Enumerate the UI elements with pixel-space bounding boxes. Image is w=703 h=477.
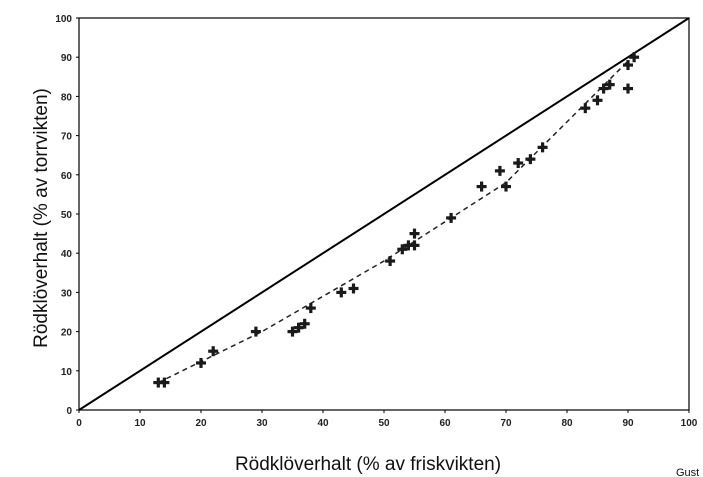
data-point (623, 83, 633, 94)
data-point (293, 322, 304, 333)
x-tick-label: 100 (681, 418, 698, 429)
data-point (623, 60, 633, 71)
data-point (446, 212, 457, 223)
data-point (385, 256, 396, 267)
y-tick-label: 30 (61, 288, 73, 299)
fit-line (157, 60, 629, 384)
y-tick-label: 50 (61, 210, 73, 221)
data-point (494, 165, 505, 176)
credit-text: Gust (676, 467, 699, 477)
y-tick-label: 100 (55, 14, 72, 25)
x-tick-label: 80 (561, 418, 573, 429)
y-tick-label: 90 (61, 53, 73, 64)
y-tick-label: 70 (61, 132, 73, 143)
data-point (196, 357, 206, 368)
x-tick-label: 50 (378, 418, 390, 429)
data-point (580, 103, 591, 114)
x-tick-label: 70 (500, 418, 512, 429)
y-tick-label: 40 (61, 249, 73, 260)
x-axis-title: Rödklöverhalt (% av friskvikten) (235, 454, 501, 475)
y-tick-label: 10 (61, 367, 73, 378)
y-tick-label: 60 (61, 171, 73, 182)
data-point (299, 318, 310, 329)
data-point (305, 303, 316, 314)
x-tick-label: 20 (195, 418, 207, 429)
data-point (598, 83, 609, 94)
y-tick-label: 20 (61, 328, 73, 339)
x-tick-label: 10 (134, 418, 146, 429)
data-point (397, 244, 408, 255)
data-point (409, 228, 420, 239)
y-tick-label: 0 (66, 406, 72, 417)
data-point (604, 79, 615, 90)
data-point (525, 154, 536, 165)
data-point (537, 142, 548, 153)
data-point (629, 52, 640, 63)
data-point (348, 283, 359, 294)
x-tick-label: 90 (622, 418, 634, 429)
y-axis-title: Rödklöverhalt (% av torrvikten) (31, 88, 52, 348)
data-point (159, 377, 170, 388)
reference-line-group (78, 17, 690, 411)
data-point (250, 326, 261, 337)
data-point (409, 240, 420, 251)
data-point (513, 158, 524, 169)
x-tick-label: 40 (317, 418, 329, 429)
data-point (501, 181, 511, 192)
fit-line-group (157, 60, 629, 384)
data-point (208, 346, 219, 357)
y-axis-ticks: 0 10 20 30 40 50 60 70 80 90 100 (55, 14, 79, 417)
x-tick-label: 30 (256, 418, 268, 429)
data-point (592, 95, 603, 106)
data-point (287, 326, 298, 337)
reference-line (78, 17, 690, 411)
x-axis-ticks: 0 10 20 30 40 50 60 70 80 90 100 (76, 410, 698, 429)
data-point (336, 287, 347, 298)
x-tick-label: 0 (76, 418, 82, 429)
x-tick-label: 60 (439, 418, 451, 429)
data-point (476, 181, 487, 192)
data-points (153, 52, 640, 388)
y-tick-label: 80 (61, 92, 73, 103)
